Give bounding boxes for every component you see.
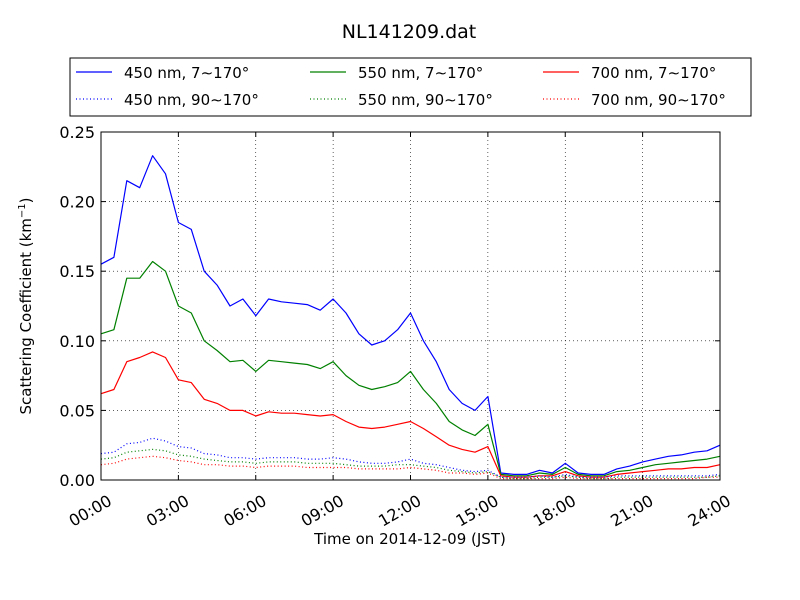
- y-tick-label: 0.00: [59, 471, 95, 490]
- x-tick-label: 24:00: [685, 491, 734, 531]
- y-tick-label: 0.15: [59, 262, 95, 281]
- x-tick-label: 12:00: [375, 491, 424, 531]
- legend-label-0: 450 nm, 7∼170°: [124, 64, 249, 82]
- series-line-5: [100, 455, 720, 480]
- legend-label-2: 700 nm, 7∼170°: [591, 64, 716, 82]
- y-tick-label: 0.10: [59, 332, 95, 351]
- series-line-2: [100, 351, 721, 478]
- x-tick-label: 06:00: [220, 491, 269, 531]
- legend-label-1: 550 nm, 7∼170°: [358, 64, 483, 82]
- legend-label-3: 450 nm, 90∼170°: [124, 91, 259, 109]
- y-axis-label: Scattering Coefficient (km−1): [17, 197, 35, 414]
- x-tick-label: 09:00: [298, 491, 347, 531]
- y-tick-label: 0.20: [59, 193, 95, 212]
- x-tick-label: 18:00: [530, 491, 579, 531]
- y-tick-label: 0.05: [59, 401, 95, 420]
- y-axis-label-main: Scattering Coefficient (km: [17, 218, 35, 414]
- series-line-3: [100, 437, 721, 478]
- series-line-1: [100, 260, 721, 477]
- x-tick-label: 15:00: [452, 491, 501, 531]
- x-axis-label: Time on 2014-12-09 (JST): [313, 530, 506, 548]
- legend-label-4: 550 nm, 90∼170°: [358, 91, 493, 109]
- series-line-4: [100, 448, 721, 480]
- x-tick-label: 03:00: [143, 491, 192, 531]
- chart-title: NL141209.dat: [342, 21, 477, 43]
- legend-frame: [69, 57, 752, 117]
- ticks: [100, 131, 721, 481]
- legend-label-5: 700 nm, 90∼170°: [591, 91, 726, 109]
- y-tick-labels: 0.00 0.05 0.10 0.15 0.20 0.25: [59, 123, 95, 490]
- y-axis-label-close: ): [17, 197, 35, 203]
- series-line-0: [100, 155, 721, 475]
- y-axis-label-sup: −1: [17, 203, 28, 218]
- y-tick-label: 0.25: [59, 123, 95, 142]
- x-tick-label: 00:00: [66, 491, 115, 531]
- x-tick-label: 21:00: [607, 491, 656, 531]
- legend: 450 nm, 7∼170° 550 nm, 7∼170° 700 nm, 7∼17…: [69, 57, 752, 117]
- series-layer: [100, 155, 721, 480]
- x-tick-labels: 00:00 03:00 06:00 09:00 12:00 15:00 18:00 21:00…: [66, 491, 734, 531]
